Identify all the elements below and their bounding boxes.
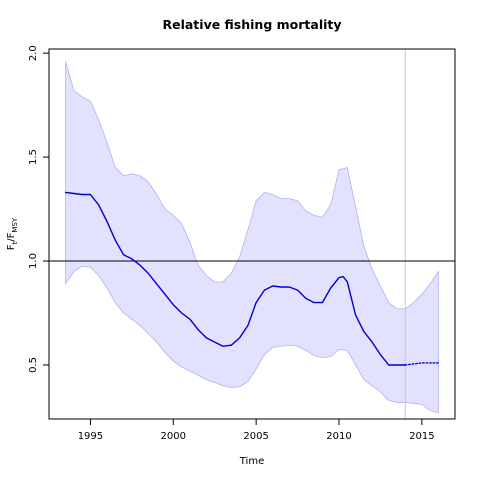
confidence-band bbox=[65, 61, 439, 414]
chart-title: Relative fishing mortality bbox=[162, 17, 341, 32]
y-tick-label-1.0: 1.0 bbox=[28, 253, 39, 269]
series-line-estimate bbox=[64, 191, 406, 366]
plot-layer bbox=[49, 49, 455, 419]
x-tick-label-1995: 1995 bbox=[78, 431, 103, 442]
x-axis: 1995 2000 2005 2010 2015 bbox=[78, 419, 435, 442]
x-tick-label-2015: 2015 bbox=[409, 431, 434, 442]
y-tick-label-0.5: 0.5 bbox=[28, 357, 39, 373]
y-tick-label-1.5: 1.5 bbox=[28, 149, 39, 165]
y-axis-label-sub-t: t bbox=[11, 241, 19, 244]
x-tick-label-2010: 2010 bbox=[326, 431, 351, 442]
plot-frame bbox=[48, 48, 456, 420]
y-axis-label-sep: /F bbox=[6, 232, 17, 241]
x-tick-label-2005: 2005 bbox=[243, 431, 268, 442]
series-line-projection bbox=[404, 362, 440, 366]
x-axis-label: Time bbox=[239, 456, 264, 467]
y-axis-label-base: F bbox=[6, 244, 17, 250]
x-tick-label-2000: 2000 bbox=[161, 431, 186, 442]
y-axis-label: Ft/FMSY bbox=[6, 217, 19, 250]
y-axis: 0.5 1.0 1.5 2.0 bbox=[28, 45, 49, 373]
y-tick-label-2.0: 2.0 bbox=[28, 45, 39, 61]
y-axis-label-sub-msy: MSY bbox=[11, 217, 19, 232]
